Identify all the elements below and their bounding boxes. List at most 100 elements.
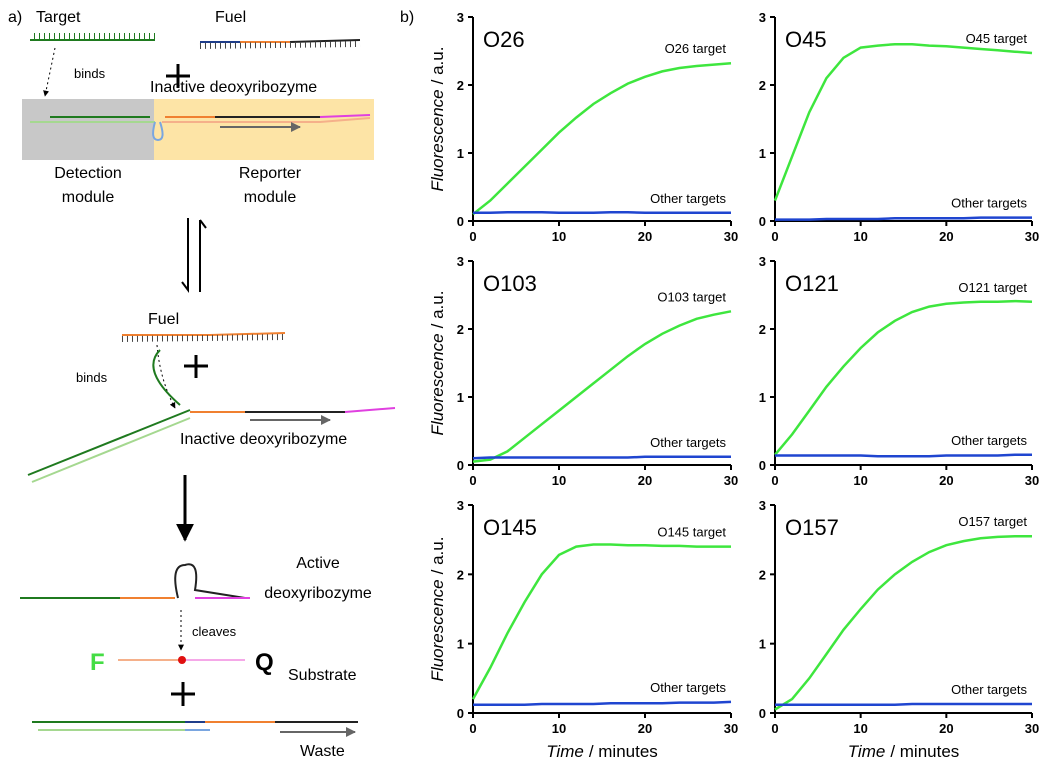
chart: 01230102030O26Fluorescence/ a.u.O26 targ… xyxy=(428,10,738,244)
label: Inactive deoxyribozyme xyxy=(150,79,317,96)
y-axis-label-var: Fluorescence xyxy=(428,333,447,435)
x-tick-label: 30 xyxy=(1025,473,1039,488)
label: Active xyxy=(296,555,340,572)
series-label: O45 target xyxy=(966,31,1028,46)
y-tick-label: 3 xyxy=(759,254,766,269)
y-tick-label: 0 xyxy=(759,214,766,229)
y-tick-label: 3 xyxy=(457,498,464,513)
series-label: Other targets xyxy=(650,435,726,450)
y-tick-label: 0 xyxy=(759,706,766,721)
chart-title: O45 xyxy=(785,27,827,52)
x-tick-label: 30 xyxy=(724,473,738,488)
y-tick-label: 2 xyxy=(457,78,464,93)
equilibrium-arrow xyxy=(182,218,206,292)
x-tick-label: 0 xyxy=(469,721,476,736)
series-label: Other targets xyxy=(951,196,1027,211)
label: Detection xyxy=(54,165,122,182)
panel-label: b) xyxy=(400,9,414,26)
strand xyxy=(122,333,285,335)
series-label: Other targets xyxy=(951,682,1027,697)
strand xyxy=(28,410,190,475)
plus xyxy=(171,682,195,706)
chart-title: O103 xyxy=(483,271,537,296)
x-axis-label-unit: / minutes xyxy=(890,742,959,761)
strand xyxy=(175,564,245,598)
strand-bases xyxy=(122,337,285,339)
label: Substrate xyxy=(288,667,357,684)
line xyxy=(775,44,1032,200)
y-axis-label-var: Fluorescence xyxy=(428,89,447,191)
quencher: Q xyxy=(255,649,274,676)
x-tick-label: 30 xyxy=(724,229,738,244)
y-axis-label: Fluorescence / a.u. xyxy=(428,537,447,682)
cleavage-site xyxy=(178,656,186,664)
panel-label: a) xyxy=(8,9,22,26)
y-axis-label-unit: / a.u. xyxy=(428,537,447,575)
y-tick-label: 2 xyxy=(457,322,464,337)
fluorophore: F xyxy=(90,649,105,676)
reporter-box xyxy=(154,99,374,160)
x-axis-label-unit: / minutes xyxy=(589,742,658,761)
series-label: O103 target xyxy=(657,289,726,304)
x-tick-label: 30 xyxy=(1025,229,1039,244)
label: Target xyxy=(36,9,81,26)
y-tick-label: 1 xyxy=(759,146,766,161)
y-axis-label-unit: / a.u. xyxy=(428,291,447,329)
y-tick-label: 3 xyxy=(457,10,464,25)
x-tick-label: 0 xyxy=(469,473,476,488)
label: deoxyribozyme xyxy=(264,585,372,602)
x-tick-label: 30 xyxy=(724,721,738,736)
y-axis-label-unit: / a.u. xyxy=(428,47,447,85)
label: Waste xyxy=(300,743,345,760)
y-tick-label: 2 xyxy=(759,322,766,337)
y-tick-label: 1 xyxy=(457,146,464,161)
y-axis-label: Fluorescence / a.u. xyxy=(428,47,447,192)
detection-box xyxy=(22,99,154,160)
series-label: Other targets xyxy=(951,433,1027,448)
y-tick-label: 0 xyxy=(457,706,464,721)
line xyxy=(473,457,731,458)
y-tick-label: 2 xyxy=(759,78,766,93)
x-tick-label: 0 xyxy=(771,721,778,736)
line xyxy=(473,702,731,705)
y-tick-label: 2 xyxy=(759,567,766,582)
y-tick-label: 1 xyxy=(759,390,766,405)
strand xyxy=(32,418,190,482)
x-tick-label: 20 xyxy=(638,473,652,488)
line xyxy=(775,218,1032,220)
x-tick-label: 20 xyxy=(939,229,953,244)
x-tick-label: 10 xyxy=(552,473,566,488)
x-tick-label: 20 xyxy=(939,721,953,736)
x-tick-label: 20 xyxy=(638,721,652,736)
arrow xyxy=(45,48,55,96)
line xyxy=(775,455,1032,456)
y-tick-label: 0 xyxy=(457,214,464,229)
x-tick-label: 20 xyxy=(638,229,652,244)
y-tick-label: 1 xyxy=(457,637,464,652)
x-tick-label: 10 xyxy=(853,473,867,488)
chart-title: O26 xyxy=(483,27,525,52)
y-tick-label: 1 xyxy=(457,390,464,405)
strand-bases xyxy=(200,44,360,46)
x-tick-label: 0 xyxy=(771,473,778,488)
line xyxy=(775,704,1032,705)
x-tick-label: 0 xyxy=(771,229,778,244)
y-tick-label: 3 xyxy=(457,254,464,269)
x-axis-label-var: Time xyxy=(848,742,886,761)
label: module xyxy=(244,189,297,206)
x-tick-label: 10 xyxy=(552,721,566,736)
y-tick-label: 0 xyxy=(457,458,464,473)
y-tick-label: 1 xyxy=(759,637,766,652)
label: binds xyxy=(74,66,106,81)
y-axis-label-var: Fluorescence xyxy=(428,579,447,681)
label: Fuel xyxy=(215,9,246,26)
label: module xyxy=(62,189,115,206)
figure: a) Target Fuel binds Inactive deoxyriboz… xyxy=(0,0,1047,767)
x-tick-label: 10 xyxy=(853,229,867,244)
x-tick-label: 10 xyxy=(552,229,566,244)
x-axis-label: Time/ minutes xyxy=(546,742,658,761)
